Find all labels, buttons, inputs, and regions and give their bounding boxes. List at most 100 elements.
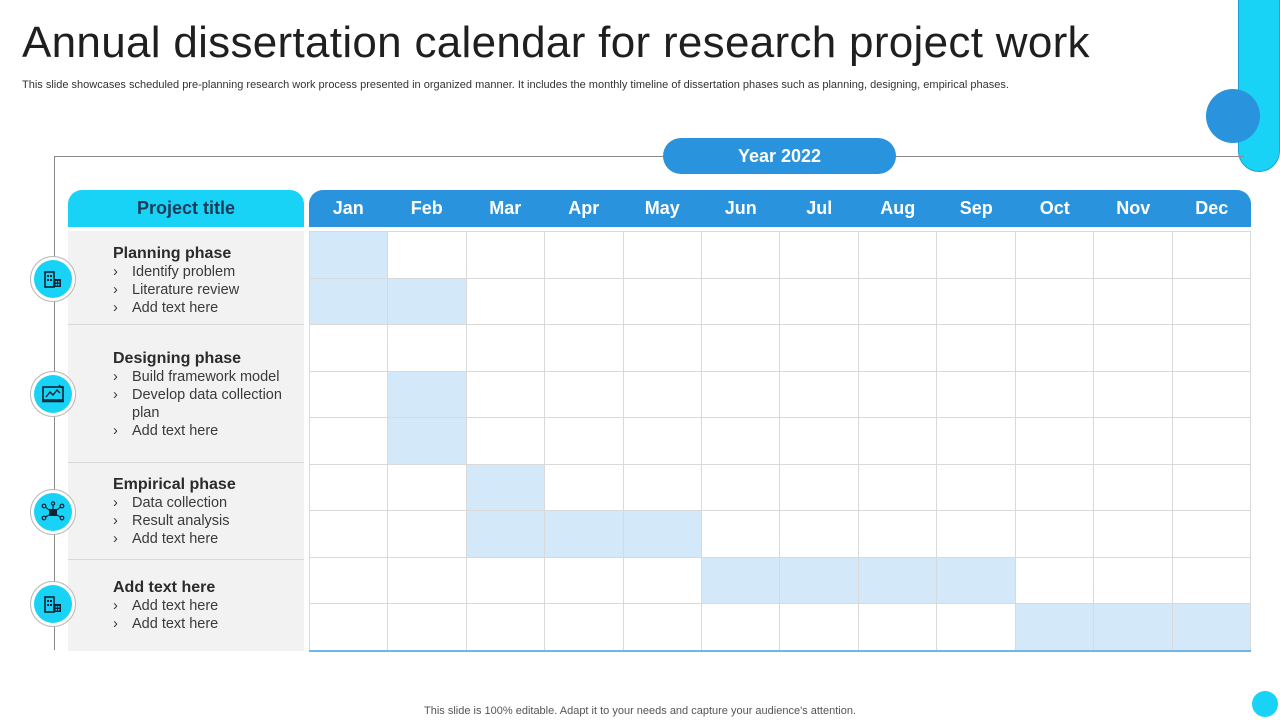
grid-cell xyxy=(780,511,859,558)
scheduled-cell xyxy=(858,557,938,605)
phase-item: Add text here xyxy=(113,299,304,317)
grid-cell xyxy=(858,464,938,512)
grid-cell xyxy=(310,557,389,605)
phase-title: Empirical phase xyxy=(113,476,236,493)
grid-cell xyxy=(545,418,624,465)
grid-cell xyxy=(780,325,859,372)
grid-cell xyxy=(1015,371,1095,419)
scheduled-cell xyxy=(623,511,703,558)
grid-cell xyxy=(1172,511,1251,558)
grid-cell xyxy=(1094,464,1173,512)
grid-cell xyxy=(1015,557,1095,605)
grid-cell xyxy=(1015,511,1095,558)
month-label-sep: Sep xyxy=(959,198,993,218)
grid-cell xyxy=(1094,325,1173,372)
grid-cell xyxy=(702,604,781,651)
grid-cell xyxy=(702,278,781,326)
grid-cell xyxy=(466,371,546,419)
grid-cell xyxy=(1094,371,1173,419)
scheduled-cell xyxy=(310,278,389,326)
grid-cell xyxy=(545,325,624,372)
month-label-nov: Nov xyxy=(1116,198,1151,218)
phase-planning: Planning phase Identify problem Literatu… xyxy=(68,231,304,325)
grid-cell xyxy=(310,418,389,465)
design-board-icon xyxy=(34,375,72,413)
grid-cell xyxy=(466,278,546,326)
phase-divider xyxy=(68,559,304,560)
phase-item: Identify problem xyxy=(113,263,304,281)
phase-item: Build framework model xyxy=(113,368,288,386)
phase-item: Add text here xyxy=(113,597,304,615)
scheduled-cell xyxy=(466,464,546,512)
grid-bottom-line xyxy=(309,650,1251,652)
month-label-jan: Jan xyxy=(332,198,364,218)
month-label-oct: Oct xyxy=(1039,198,1070,218)
grid-cell xyxy=(623,325,703,372)
phase-icon-1 xyxy=(30,256,76,302)
grid-cell xyxy=(623,232,703,279)
grid-cell xyxy=(1015,278,1095,326)
grid-cell xyxy=(310,325,389,372)
page-subtitle: This slide showcases scheduled pre-plann… xyxy=(22,79,1009,91)
grid-cell xyxy=(623,371,703,419)
grid-cell xyxy=(780,232,859,279)
grid-cell xyxy=(466,325,546,372)
scheduled-cell xyxy=(937,557,1016,605)
grid-cell xyxy=(1094,278,1173,326)
grid-cell xyxy=(1172,557,1251,605)
building-calculator-icon xyxy=(34,260,72,298)
grid-cell xyxy=(780,604,859,651)
month-label-jun: Jun xyxy=(724,198,757,218)
grid-cell xyxy=(545,232,624,279)
grid-cell xyxy=(858,278,938,326)
grid-cell xyxy=(937,232,1016,279)
grid-cell xyxy=(1172,371,1251,419)
grid-cell xyxy=(466,418,546,465)
grid-cell xyxy=(1172,232,1251,279)
grid-cell xyxy=(1172,278,1251,326)
grid-cell xyxy=(466,604,546,651)
month-label-dec: Dec xyxy=(1195,198,1229,218)
grid-cell xyxy=(937,371,1016,419)
grid-cell xyxy=(937,604,1016,651)
grid-cell xyxy=(780,371,859,419)
grid-cell xyxy=(623,278,703,326)
grid-cell xyxy=(310,371,389,419)
scheduled-cell xyxy=(310,232,389,279)
grid-cell xyxy=(623,557,703,605)
grid-cell xyxy=(937,511,1016,558)
phase-item: Data collection xyxy=(113,494,304,512)
month-label-jul: Jul xyxy=(806,198,833,218)
phase-icon-2 xyxy=(30,371,76,417)
year-label: Year 2022 xyxy=(663,138,896,174)
grid-cell xyxy=(1172,325,1251,372)
footer-note: This slide is 100% editable. Adapt it to… xyxy=(424,705,856,717)
grid-cell xyxy=(702,371,781,419)
grid-cell xyxy=(780,418,859,465)
grid-cell xyxy=(1094,557,1173,605)
scheduled-cell xyxy=(1172,604,1251,651)
network-chip-icon xyxy=(34,493,72,531)
grid-cell xyxy=(858,371,938,419)
building-calculator-icon xyxy=(34,585,72,623)
grid-cell xyxy=(937,418,1016,465)
grid-cell xyxy=(388,604,467,651)
grid-cell xyxy=(1094,232,1173,279)
grid-cell xyxy=(702,418,781,465)
phase-add-text: Add text here Add text here Add text her… xyxy=(68,560,304,651)
grid-cell xyxy=(1094,418,1173,465)
phase-title: Designing phase xyxy=(113,350,242,367)
scheduled-cell xyxy=(1015,604,1095,651)
grid-cell xyxy=(702,325,781,372)
phase-divider xyxy=(68,462,304,463)
schedule-grid xyxy=(309,231,1251,651)
grid-cell xyxy=(545,604,624,651)
grid-cell xyxy=(937,278,1016,326)
grid-cell xyxy=(623,418,703,465)
decorative-circle xyxy=(1206,89,1260,143)
scheduled-cell xyxy=(702,557,781,605)
grid-cell xyxy=(466,557,546,605)
grid-cell xyxy=(545,278,624,326)
phase-item: Add text here xyxy=(113,422,288,440)
grid-cell xyxy=(780,464,859,512)
